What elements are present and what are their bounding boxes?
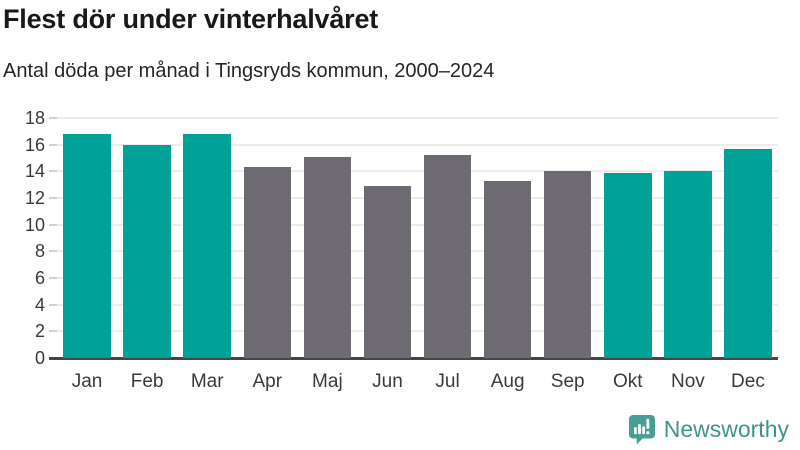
brand-name: Newsworthy: [663, 416, 789, 442]
bar-aug: [483, 180, 532, 358]
bar-jul: [423, 155, 472, 358]
y-axis-label-4: 4: [34, 294, 45, 315]
y-axis-tick-16: [49, 143, 57, 146]
y-axis-label-14: 14: [24, 161, 45, 182]
gridline-8: [57, 250, 778, 253]
x-axis-label-jul: Jul: [435, 371, 460, 392]
x-axis-label-maj: Maj: [312, 371, 343, 392]
y-axis-tick-2: [49, 330, 57, 333]
y-axis-tick-8: [49, 250, 57, 253]
bar-jan: [63, 134, 111, 358]
x-axis-label-okt: Okt: [613, 371, 643, 392]
gridline-18: [57, 117, 778, 119]
bar-sep: [543, 171, 592, 358]
gridline-10: [57, 223, 778, 226]
newsworthy-speech-bubble-chart-icon: [628, 414, 656, 445]
y-axis-tick-14: [49, 170, 57, 173]
x-axis-label-sep: Sep: [550, 371, 585, 392]
x-axis-label-apr: Apr: [252, 371, 283, 392]
gridline-16: [57, 143, 778, 146]
y-axis-label-2: 2: [34, 321, 45, 342]
brand-logo: Newsworthy: [628, 414, 789, 445]
y-axis-label-10: 10: [24, 214, 45, 235]
x-axis-label-aug: Aug: [490, 371, 525, 392]
bar-okt: [604, 172, 652, 358]
bar-nov: [664, 171, 712, 358]
y-axis-tick-10: [49, 223, 57, 226]
gridline-2: [57, 330, 778, 333]
bar-mar: [183, 134, 231, 358]
bar-feb: [123, 144, 171, 358]
x-axis-label-nov: Nov: [670, 371, 705, 392]
x-axis-label-feb: Feb: [130, 371, 164, 392]
gridline-4: [57, 303, 778, 306]
x-axis-label-mar: Mar: [190, 371, 224, 392]
gridline-6: [57, 277, 778, 279]
y-axis-tick-12: [49, 197, 57, 199]
bar-jun: [363, 186, 412, 358]
y-axis-tick-6: [49, 277, 57, 279]
y-axis-tick-4: [49, 303, 57, 306]
y-axis-tick-0: [49, 356, 57, 360]
y-axis-label-16: 16: [24, 134, 45, 155]
bar-maj: [303, 156, 352, 358]
x-axis-label-jan: Jan: [71, 371, 103, 392]
y-axis-label-6: 6: [34, 268, 45, 288]
y-axis-label-12: 12: [24, 188, 45, 208]
y-axis-label-18: 18: [24, 108, 45, 128]
y-axis-tick-18: [49, 117, 57, 119]
chart-subtitle: Antal döda per månad i Tingsryds kommun,…: [3, 60, 495, 82]
gridline-12: [57, 197, 778, 199]
gridline-14: [57, 170, 778, 173]
y-axis-label-8: 8: [34, 241, 45, 262]
x-axis-label-dec: Dec: [731, 371, 765, 392]
plot-area: 0 2 4 6 8 10 12 14 16 18 Jan Feb Mar Apr Maj Jun Jul Aug S…: [25, 108, 778, 392]
y-axis-label-0: 0: [34, 348, 45, 368]
bar-dec: [724, 148, 772, 358]
x-axis-label-jun: Jun: [372, 371, 403, 392]
bar-apr: [243, 167, 291, 358]
x-axis-line: [49, 357, 778, 360]
chart-title: Flest dör under vinterhalvåret: [3, 4, 379, 34]
